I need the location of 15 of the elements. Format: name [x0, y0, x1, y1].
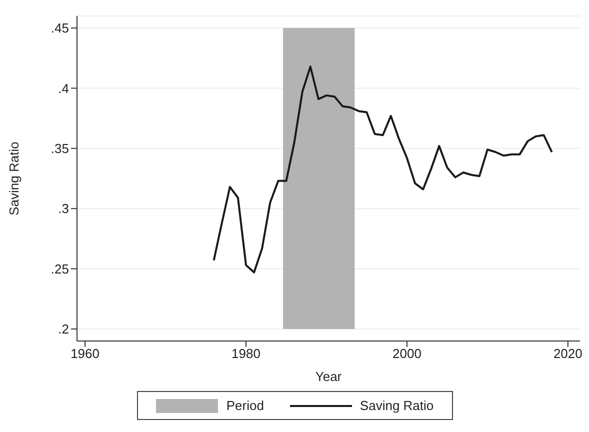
y-tick-label: .45 [50, 20, 69, 36]
line-series [212, 66, 553, 274]
y-tick-label: .35 [50, 141, 69, 156]
x-tick-label: 1980 [232, 346, 260, 362]
y-tick-label: .2 [58, 322, 69, 337]
x-axis-title: Year [315, 369, 342, 384]
legend-label: Saving Ratio [360, 398, 434, 413]
x-tick-label: 2000 [392, 346, 422, 362]
y-tick-label: .25 [50, 261, 69, 276]
legend-label: Period [226, 398, 264, 413]
y-axis-title: Saving Ratio [6, 142, 22, 216]
y-tick-label: .3 [58, 201, 69, 216]
x-tick-label: 2020 [553, 346, 582, 362]
y-tick-label: .4 [58, 80, 69, 96]
x-tick-label: 1960 [70, 346, 100, 362]
